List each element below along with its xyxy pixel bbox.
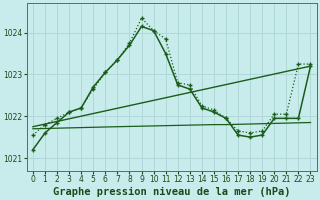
- X-axis label: Graphe pression niveau de la mer (hPa): Graphe pression niveau de la mer (hPa): [53, 186, 291, 197]
